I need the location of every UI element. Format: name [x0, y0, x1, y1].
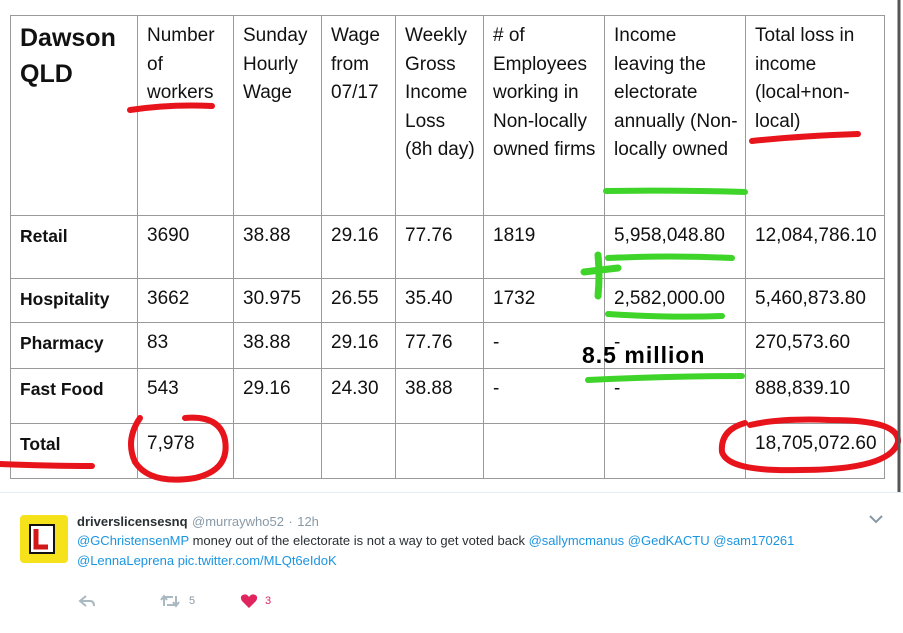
table-row: Total 7,978 18,705,072.60: [10, 423, 885, 479]
green-underline: [603, 187, 748, 195]
user-handle[interactable]: @murraywho52: [192, 514, 284, 529]
avatar[interactable]: [20, 515, 68, 563]
link[interactable]: @sam170261: [713, 533, 795, 548]
table-row: Pharmacy 83 38.88 29.16 77.76- -270,573.60: [10, 322, 885, 369]
link[interactable]: @GedKACTU: [627, 533, 710, 548]
cell: 26.55: [321, 278, 396, 323]
tweet-time[interactable]: 12h: [297, 514, 319, 529]
table-row: Retail 3690 38.88 29.16 77.76 1819 5,958,048.8…: [10, 215, 885, 279]
cell: 1819: [483, 215, 605, 279]
cell: 543: [137, 368, 234, 424]
green-underline: [585, 373, 745, 383]
cell: [395, 423, 484, 479]
like-count: 3: [265, 595, 272, 607]
data-table: Dawson QLD Number of workers Sunday Hourly…: [10, 15, 885, 479]
user-name[interactable]: driverslicensesnq: [77, 514, 188, 529]
cell: -: [483, 368, 605, 424]
cell: 77.76: [395, 215, 484, 279]
reply-button[interactable]: [78, 593, 96, 609]
cell: 29.16: [233, 368, 322, 424]
link[interactable]: pic.twitter.com/MLQt6eIdoK: [177, 553, 337, 568]
cell: [321, 423, 396, 479]
cell: 24.30: [321, 368, 396, 424]
link[interactable]: @GChristensenMP: [77, 533, 189, 548]
row-label: Fast Food: [10, 368, 138, 424]
red-circle: [718, 416, 901, 474]
annotations: 8.5 million: [0, 0, 901, 492]
tweet: driverslicensesnq @murraywho52 · 12h @GC…: [0, 492, 903, 633]
header-cell: Sunday Hourly Wage: [233, 15, 322, 216]
cell: 5,958,048.80: [604, 215, 746, 279]
like-button[interactable]: [240, 593, 258, 609]
cell: 1732: [483, 278, 605, 323]
green-plus: [580, 251, 622, 300]
red-underline: [749, 131, 861, 144]
red-underline: [127, 102, 215, 113]
cell: 888,839.10: [745, 368, 885, 424]
row-label: Retail: [10, 215, 138, 279]
link[interactable]: @sallymcmanus: [528, 533, 625, 548]
cell: 5,460,873.80: [745, 278, 885, 323]
cell: 3690: [137, 215, 234, 279]
retweet-count: 5: [189, 595, 196, 607]
header-cell: Wage from 07/17: [321, 15, 396, 216]
cell: 35.40: [395, 278, 484, 323]
cell: 38.88: [233, 215, 322, 279]
header-row: Dawson QLD Number of workers Sunday Hourly…: [10, 15, 885, 216]
annotation-text: 8.5 million: [582, 342, 705, 368]
link[interactable]: @LennaLeprena: [77, 553, 175, 568]
more-menu[interactable]: [868, 513, 884, 525]
green-underline: [605, 253, 735, 261]
retweet-button[interactable]: [160, 593, 180, 609]
header-cell: # of Employees working in Non-locally ow…: [483, 15, 605, 216]
green-underline: [605, 311, 725, 320]
cell: 29.16: [321, 322, 396, 369]
cell: 29.16: [321, 215, 396, 279]
tweet-header: driverslicensesnq @murraywho52 · 12h: [77, 513, 319, 531]
header-cell: Income leaving the electorate annually (…: [604, 15, 746, 216]
red-underline: [0, 461, 95, 469]
corner-cell: Dawson QLD: [10, 15, 138, 216]
cell: 77.76: [395, 322, 484, 369]
cell: [233, 423, 322, 479]
cell: -: [604, 322, 746, 369]
red-circle: [128, 414, 229, 483]
header-cell: Total loss in income (local+non-local): [745, 15, 885, 216]
row-label: Total: [10, 423, 138, 479]
table-row: Fast Food 543 29.16 24.30 38.88- -888,839.10: [10, 368, 885, 424]
cell: 12,084,786.10: [745, 215, 885, 279]
row-label: Hospitality: [10, 278, 138, 323]
tweet-text: @GChristensenMP money out of the elector…: [77, 531, 877, 571]
separator: ·: [288, 514, 293, 529]
text-segment: money out of the electorate is not a way…: [188, 533, 529, 548]
